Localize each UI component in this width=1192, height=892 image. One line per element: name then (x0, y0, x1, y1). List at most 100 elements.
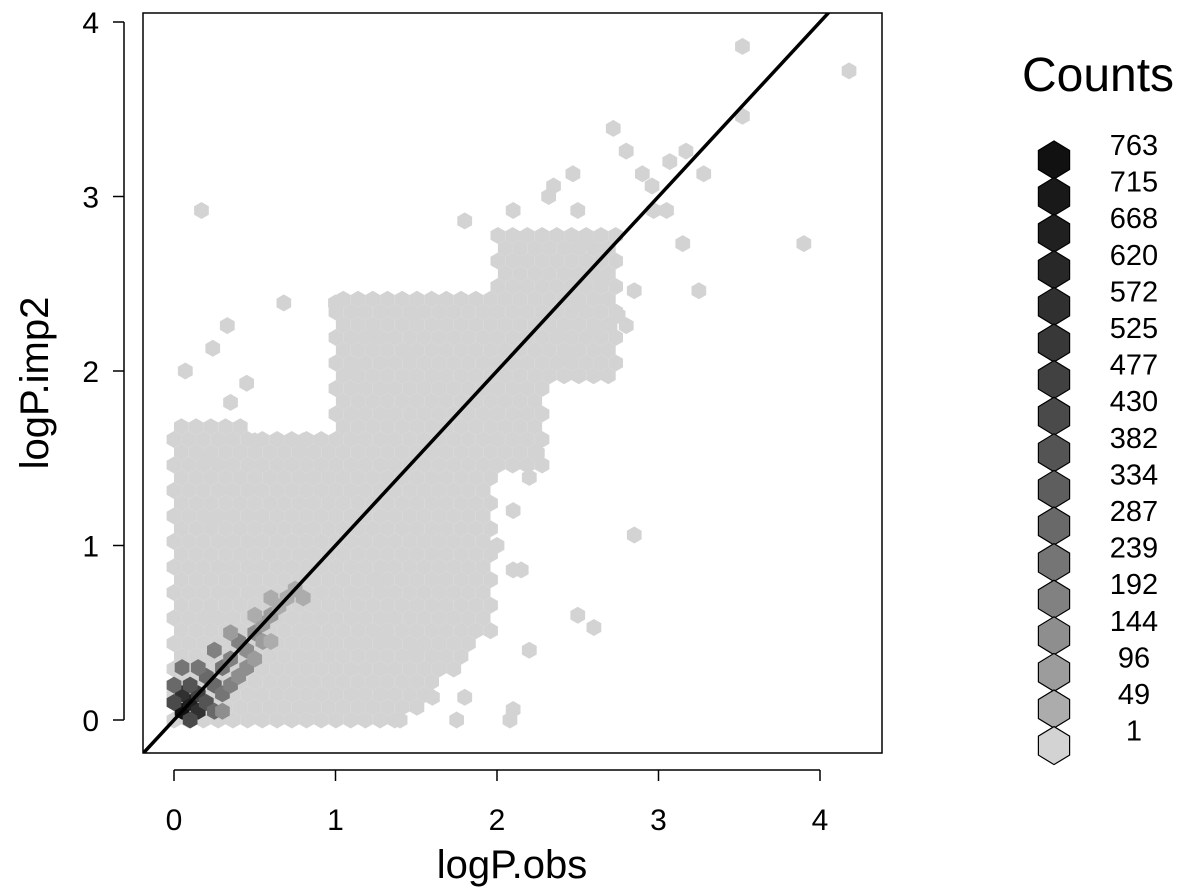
hexbin-cell (409, 290, 425, 308)
hexbin-cell (387, 507, 403, 525)
hexbin-cell (439, 469, 454, 487)
hexbin-cell (358, 380, 373, 397)
hexbin-cell (284, 635, 300, 652)
hexbin-cell (358, 609, 373, 627)
hexbin-cell (328, 405, 344, 423)
hexbin-cell (328, 660, 344, 678)
hexbin-cell (174, 494, 189, 512)
hexbin-cell (461, 533, 476, 550)
hexbin-cell (468, 367, 484, 385)
hexbin-cell (520, 405, 535, 423)
x-tick-label: 1 (327, 804, 344, 837)
hexbin-cell-outlier (295, 432, 311, 450)
hexbin-cell (328, 482, 344, 499)
hexbin-cell (542, 367, 557, 385)
hexbin-cell (431, 354, 447, 372)
hexbin-cell (291, 494, 307, 512)
hexbin-cell (409, 367, 425, 385)
hexbin-cell (166, 431, 182, 448)
hexbin-cell (174, 520, 189, 538)
hexbin-cell (277, 494, 292, 512)
hexbin-cell (284, 660, 300, 678)
legend-title: Counts (1022, 49, 1174, 102)
hexbin-cell (225, 584, 241, 601)
hexbin-cell (446, 635, 462, 652)
hexbin-cell (372, 303, 388, 321)
hexbin-cell (394, 392, 410, 410)
legend-swatch (1037, 323, 1071, 363)
hexbin-cell (335, 316, 351, 334)
hexbin-cell (586, 341, 601, 359)
hexbin-cell (166, 635, 182, 652)
hexbin-cell (439, 290, 454, 308)
hexbin-cell-outlier (219, 317, 235, 335)
hexbin-cell (380, 341, 395, 359)
hexbin-cell (431, 456, 447, 474)
hexbin-cell (416, 456, 432, 474)
hexbin-cell (409, 443, 425, 461)
hexbin-cell (468, 571, 484, 589)
hexbin-cell (380, 647, 395, 665)
hexbin-cell (520, 227, 535, 244)
hexbin-cell (483, 520, 498, 538)
hexbin-cell (512, 341, 528, 359)
hexbin-cell (372, 405, 388, 423)
hexbin-cell (350, 443, 366, 461)
hexbin-cell (350, 647, 366, 665)
hexbin-cell (247, 469, 263, 487)
hexbin-cell (181, 609, 197, 627)
hexbin-cell (439, 622, 454, 640)
hexbin-cell (225, 482, 241, 499)
hexbin-cell (262, 494, 278, 512)
hexbin-cell (328, 507, 344, 525)
hexbin-cell (247, 545, 263, 563)
x-axis: 0 1 2 3 4 (166, 769, 828, 837)
hexbin-cell (225, 609, 241, 627)
hexbin-cell (387, 303, 403, 321)
hexbin-cell (387, 635, 403, 652)
hexbin-cell (394, 494, 410, 512)
hexbin-cell (475, 329, 491, 346)
hexbin-cell (446, 329, 462, 346)
hexbin-cell (313, 660, 329, 678)
hexbin-cell (468, 469, 484, 487)
legend-label: 382 (1110, 423, 1158, 455)
hexbin-cell-outlier (644, 177, 660, 195)
hexbin-cell (527, 290, 543, 308)
hexbin-cell (232, 418, 248, 436)
hexbin-cell (328, 584, 344, 601)
hexbin-cell (431, 635, 447, 652)
hexbin-cell (542, 239, 557, 257)
hexbin-cell (269, 533, 285, 550)
hexbin-cell (218, 418, 233, 436)
hexbin-cell (365, 545, 381, 563)
legend-label: 430 (1110, 386, 1158, 418)
legend-swatch (1037, 469, 1071, 510)
hexbin-cell (240, 711, 255, 729)
hexbin-cell (365, 443, 381, 461)
hexbin-cell (343, 329, 358, 346)
hexbin-cell (394, 469, 410, 487)
hexbin-cell (483, 622, 498, 640)
hexbin-cell (350, 673, 366, 691)
hexbin-cell (284, 711, 300, 729)
hexbin-cell (380, 596, 395, 614)
hexbin-cell (247, 673, 263, 691)
hexbin-cell (321, 647, 336, 665)
hexbin-cell-dense (223, 624, 238, 642)
hexbin-cell (453, 418, 469, 436)
legend-label: 96 (1118, 642, 1150, 674)
hexbin-cell (350, 341, 366, 359)
hexbin-cell-outlier (618, 142, 634, 160)
hexbin-cell (203, 545, 219, 563)
hexbin-cell-dense (174, 659, 190, 677)
hexbin-cell-outlier (457, 212, 473, 230)
hexbin-cell (358, 686, 373, 703)
hexbin-cell (394, 622, 410, 640)
hexbin-cell (372, 380, 388, 397)
hexbin-cell (284, 431, 300, 448)
hexbin-cell (402, 533, 417, 550)
hexbin-cell (291, 647, 307, 665)
hexbin-cell (174, 596, 189, 614)
hexbin-cell (166, 456, 182, 474)
